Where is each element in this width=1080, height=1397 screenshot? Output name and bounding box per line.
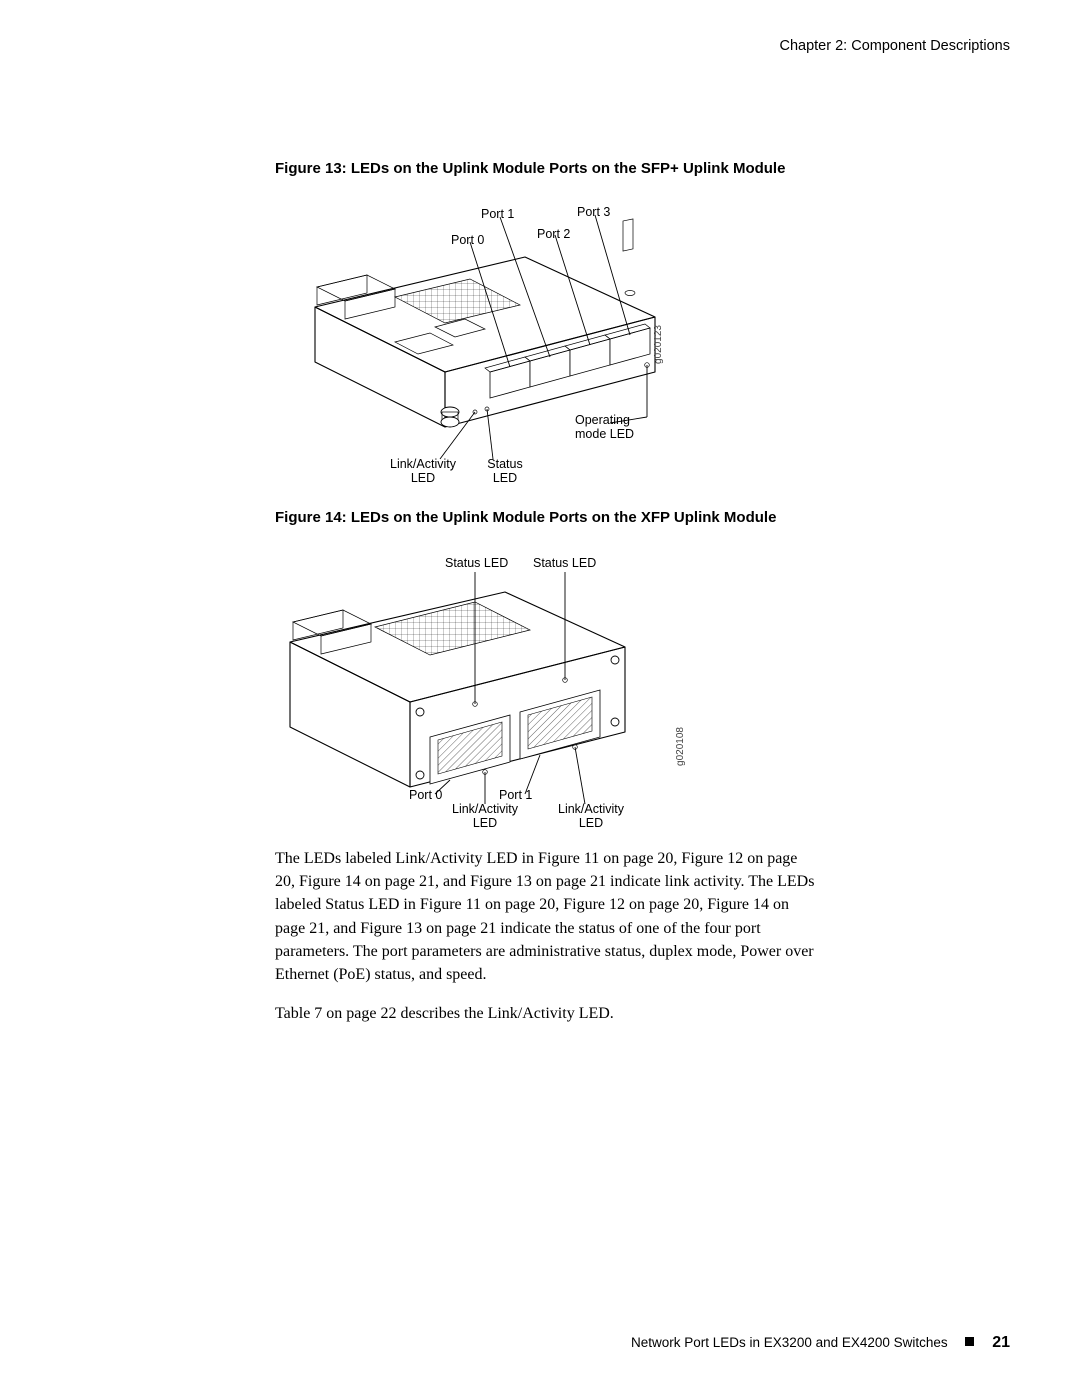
figure-13-svg: [275, 187, 735, 487]
figure-14-caption: Figure 14: LEDs on the Uplink Module Por…: [275, 509, 1010, 526]
page: Chapter 2: Component Descriptions Figure…: [0, 0, 1080, 1397]
figure-13-caption: Figure 13: LEDs on the Uplink Module Por…: [275, 160, 1010, 177]
page-number: 21: [992, 1334, 1010, 1351]
body-paragraph-2: Table 7 on page 22 describes the Link/Ac…: [275, 1002, 815, 1025]
chapter-header: Chapter 2: Component Descriptions: [779, 38, 1010, 54]
footer-text: Network Port LEDs in EX3200 and EX4200 S…: [631, 1335, 948, 1350]
fig14-port0-label: Port 0: [409, 788, 442, 802]
fig14-status-right-label: Status LED: [533, 556, 596, 570]
fig14-port1-label: Port 1: [499, 788, 532, 802]
fig14-linkact-right-label: Link/Activity LED: [551, 802, 631, 831]
figure-13: Port 0 Port 1 Port 2 Port 3 Operating mo…: [275, 187, 735, 487]
figure-14: Status LED Status LED Port 0 Port 1 Link…: [275, 532, 735, 827]
fig13-port2-label: Port 2: [537, 227, 570, 241]
fig14-status-left-label: Status LED: [445, 556, 508, 570]
footer-square-icon: [965, 1337, 974, 1346]
fig13-port3-label: Port 3: [577, 205, 610, 219]
content-area: Figure 13: LEDs on the Uplink Module Por…: [275, 150, 1010, 1041]
fig13-opmode-label: Operating mode LED: [575, 413, 675, 442]
fig13-code: g020123: [653, 325, 664, 364]
page-footer: Network Port LEDs in EX3200 and EX4200 S…: [631, 1334, 1010, 1352]
fig14-linkact-left-label: Link/Activity LED: [445, 802, 525, 831]
fig13-port1-label: Port 1: [481, 207, 514, 221]
fig13-status-label: Status LED: [465, 457, 545, 486]
fig13-linkact-label: Link/Activity LED: [383, 457, 463, 486]
body-paragraph-1: The LEDs labeled Link/Activity LED in Fi…: [275, 847, 815, 986]
fig14-code: g020108: [675, 727, 686, 766]
figure-14-svg: [275, 532, 735, 827]
fig13-port0-label: Port 0: [451, 233, 484, 247]
